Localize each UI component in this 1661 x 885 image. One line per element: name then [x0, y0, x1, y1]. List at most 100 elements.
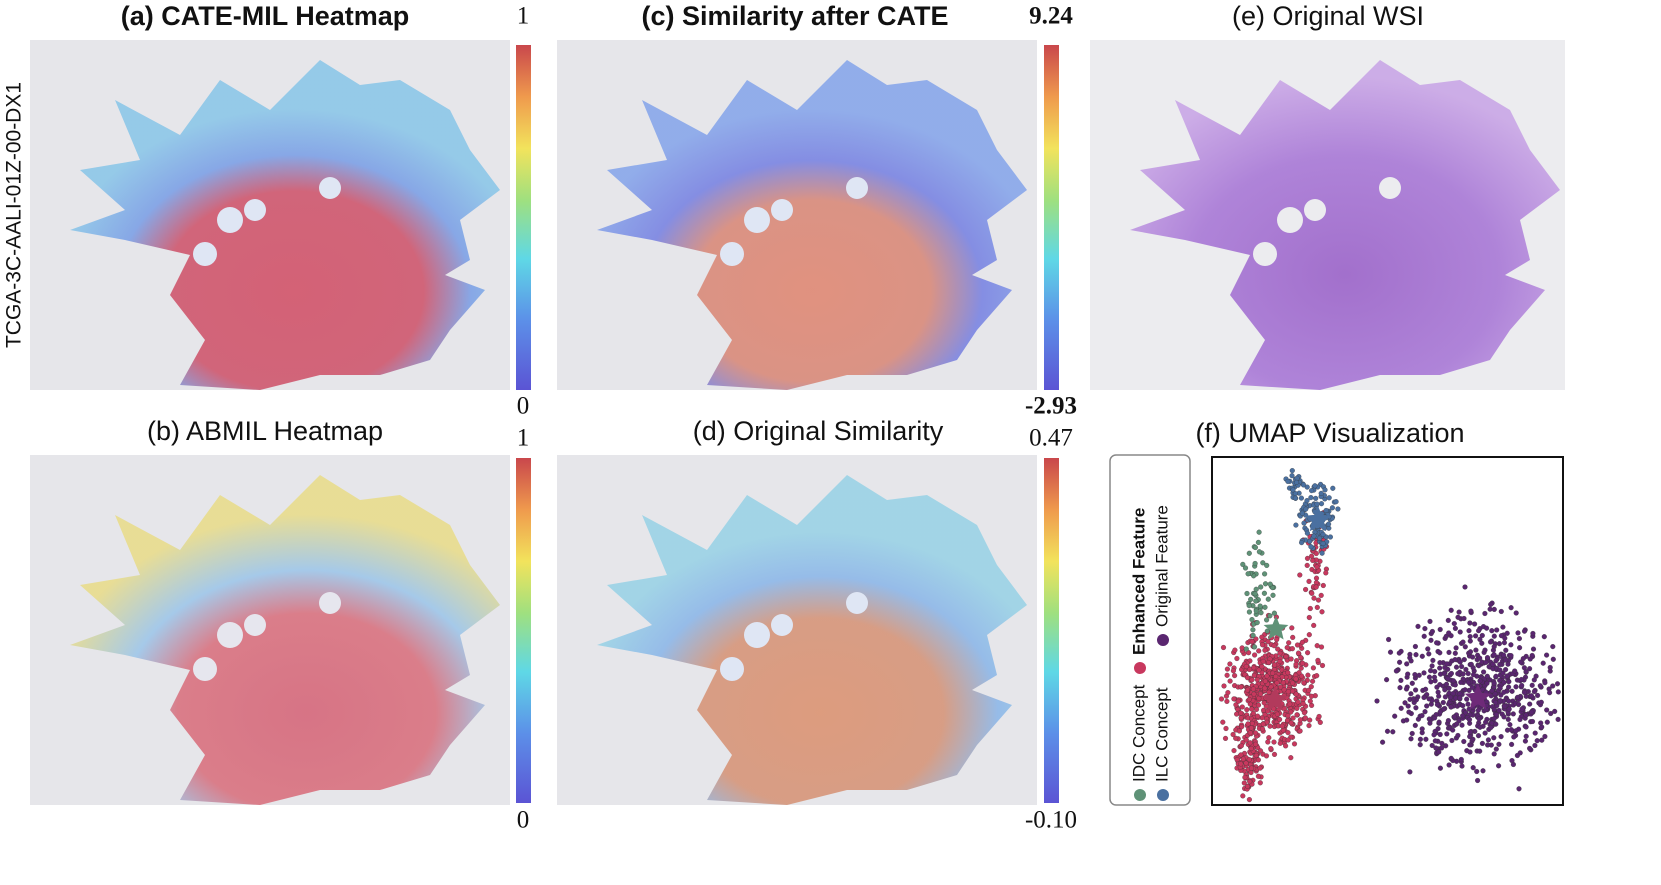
umap-point: [1433, 745, 1439, 751]
umap-point: [1265, 739, 1271, 745]
umap-point: [1306, 687, 1312, 693]
umap-point: [1252, 591, 1258, 597]
umap-point: [1510, 711, 1516, 717]
umap-point: [1463, 666, 1469, 673]
umap-point: [1315, 597, 1322, 603]
umap-point: [1234, 757, 1240, 763]
umap-point: [1318, 501, 1325, 507]
umap-point: [1508, 727, 1514, 733]
umap-point: [1329, 505, 1335, 511]
umap-point: [1298, 665, 1304, 671]
umap-point: [1275, 646, 1281, 652]
umap-point: [1264, 562, 1270, 568]
umap-point: [1313, 550, 1319, 557]
umap-point: [1248, 596, 1254, 602]
umap-point: [1497, 677, 1503, 683]
umap-point: [1422, 626, 1428, 632]
umap-point: [1488, 724, 1494, 731]
umap-point: [1490, 661, 1496, 667]
umap-point: [1218, 696, 1225, 702]
umap-point: [1257, 765, 1263, 771]
umap-point: [1477, 724, 1483, 730]
umap-point: [1437, 650, 1443, 656]
umap-point: [1220, 719, 1226, 725]
umap-point: [1503, 667, 1509, 673]
umap-point: [1232, 673, 1238, 679]
umap-point: [1506, 679, 1512, 685]
umap-point: [1322, 487, 1328, 493]
umap-point: [1304, 555, 1311, 561]
umap-point: [1437, 626, 1443, 633]
umap-point: [1246, 550, 1252, 556]
umap-point: [1294, 475, 1300, 481]
umap-point: [1272, 662, 1278, 668]
umap-point: [1426, 696, 1432, 702]
umap-point: [1421, 694, 1427, 701]
umap-point: [1305, 650, 1311, 656]
umap-point: [1256, 549, 1262, 555]
umap-point: [1246, 757, 1252, 763]
umap-point: [1442, 694, 1448, 700]
umap-point: [1293, 479, 1300, 485]
umap-point: [1491, 606, 1497, 612]
umap-point: [1297, 717, 1303, 723]
umap-point: [1254, 620, 1260, 626]
umap-point: [1404, 661, 1410, 667]
umap-point: [1497, 661, 1503, 668]
umap-point: [1521, 665, 1527, 671]
umap-point: [1303, 506, 1309, 512]
umap-point: [1457, 629, 1463, 635]
heatmap-b: [30, 455, 510, 805]
umap-point: [1453, 645, 1459, 651]
umap-point: [1467, 649, 1474, 655]
umap-point: [1264, 617, 1270, 623]
umap-point: [1392, 713, 1398, 719]
legend-label: Enhanced Feature: [1129, 508, 1148, 655]
umap-point: [1306, 632, 1312, 638]
umap-point: [1473, 647, 1479, 653]
umap-point: [1467, 729, 1473, 735]
umap-point: [1412, 672, 1418, 678]
umap-point: [1425, 646, 1431, 652]
umap-point: [1426, 716, 1432, 722]
umap-point: [1511, 734, 1517, 740]
umap-point: [1404, 717, 1410, 723]
umap-point: [1502, 703, 1508, 709]
umap-point: [1493, 673, 1499, 679]
colorbar-max: 1: [517, 425, 530, 452]
umap-point: [1440, 699, 1446, 706]
umap-point: [1326, 495, 1332, 501]
umap-point: [1527, 666, 1533, 672]
umap-point: [1454, 721, 1460, 727]
umap-point: [1313, 575, 1320, 581]
umap-point: [1523, 724, 1529, 730]
umap-point: [1445, 617, 1451, 623]
umap-point: [1307, 717, 1313, 723]
umap-point: [1387, 649, 1394, 655]
umap-point: [1396, 650, 1402, 656]
umap-point: [1544, 652, 1550, 658]
umap-point: [1244, 590, 1250, 597]
umap-point: [1500, 670, 1506, 676]
umap-point: [1496, 707, 1502, 714]
umap-point: [1477, 636, 1483, 642]
umap-point: [1252, 652, 1258, 658]
umap-point: [1468, 608, 1474, 614]
umap-point: [1309, 488, 1315, 494]
umap-point: [1436, 749, 1442, 755]
umap-point: [1513, 610, 1519, 616]
umap-point: [1446, 762, 1452, 768]
umap-point: [1407, 769, 1413, 775]
umap-point: [1262, 604, 1268, 610]
umap-point: [1250, 632, 1256, 639]
umap-point: [1467, 634, 1473, 640]
umap-point: [1528, 693, 1534, 699]
umap-point: [1298, 495, 1304, 501]
umap-point: [1264, 628, 1270, 634]
umap-point: [1235, 698, 1241, 704]
umap-point: [1437, 709, 1443, 715]
umap-point: [1458, 679, 1464, 685]
umap-point: [1307, 698, 1313, 704]
umap-point: [1297, 572, 1303, 578]
legend-dot: [1157, 634, 1169, 646]
